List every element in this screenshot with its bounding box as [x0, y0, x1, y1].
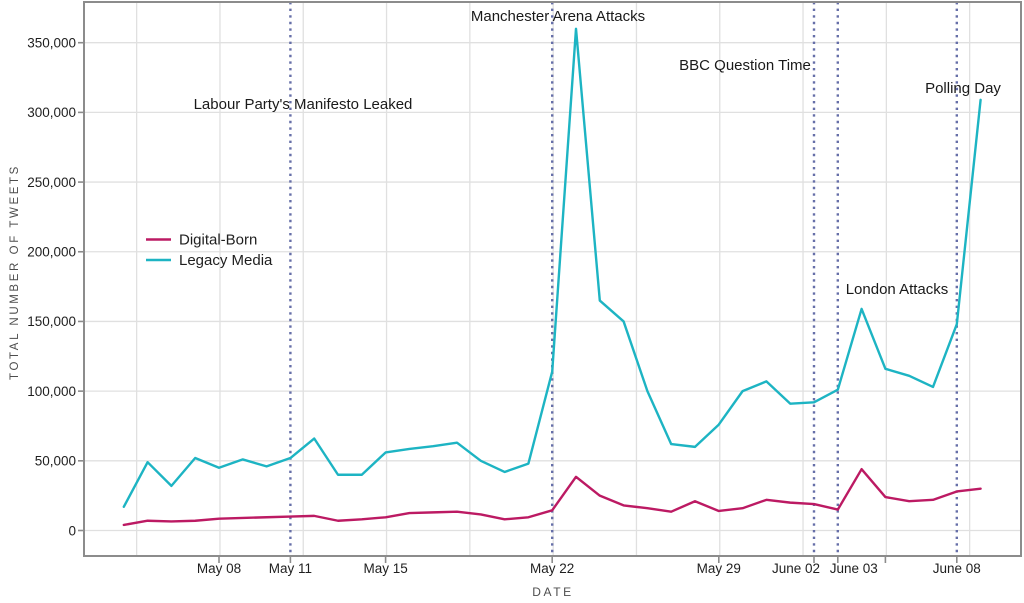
y-axis-title: TOTAL NUMBER OF TWEETS: [9, 164, 21, 380]
x-tick-label: May 11: [269, 561, 312, 576]
panel-border: [83, 1, 1022, 557]
x-tick-label: May 15: [363, 561, 407, 576]
y-tick-label: 350,000: [27, 36, 76, 51]
x-tick-label: May 22: [530, 561, 574, 576]
digital-born-line: [122, 467, 982, 527]
x-tick-label: May 08: [197, 561, 241, 576]
x-tick-label: June 03: [830, 561, 878, 576]
event-label-london-attacks: London Attacks: [846, 281, 949, 298]
y-tick-label: 0: [68, 523, 76, 538]
legend-label-legacy-media: Legacy Media: [179, 252, 273, 269]
x-tick-label: June 08: [933, 561, 981, 576]
y-tick-label: 300,000: [27, 105, 76, 120]
x-tick-label: June 02: [772, 561, 820, 576]
y-tick-label: 150,000: [27, 314, 76, 329]
event-label-bbc-question-time: BBC Question Time: [679, 57, 811, 74]
event-label-labour-party-s-manifesto-leaked: Labour Party's Manifesto Leaked: [194, 96, 413, 113]
y-tick-label: 250,000: [27, 175, 76, 190]
event-label-manchester-arena-attacks: Manchester Arena Attacks: [471, 8, 645, 25]
event-label-polling-day: Polling Day: [925, 80, 1001, 97]
y-tick-label: 200,000: [27, 245, 76, 260]
x-tick-label: May 29: [697, 561, 741, 576]
x-axis-title: DATE: [532, 585, 574, 599]
legend-label-digital-born: Digital-Born: [179, 232, 257, 249]
legacy-media-line: [122, 27, 982, 509]
y-tick-label: 100,000: [27, 384, 76, 399]
y-tick-label: 50,000: [35, 454, 76, 469]
